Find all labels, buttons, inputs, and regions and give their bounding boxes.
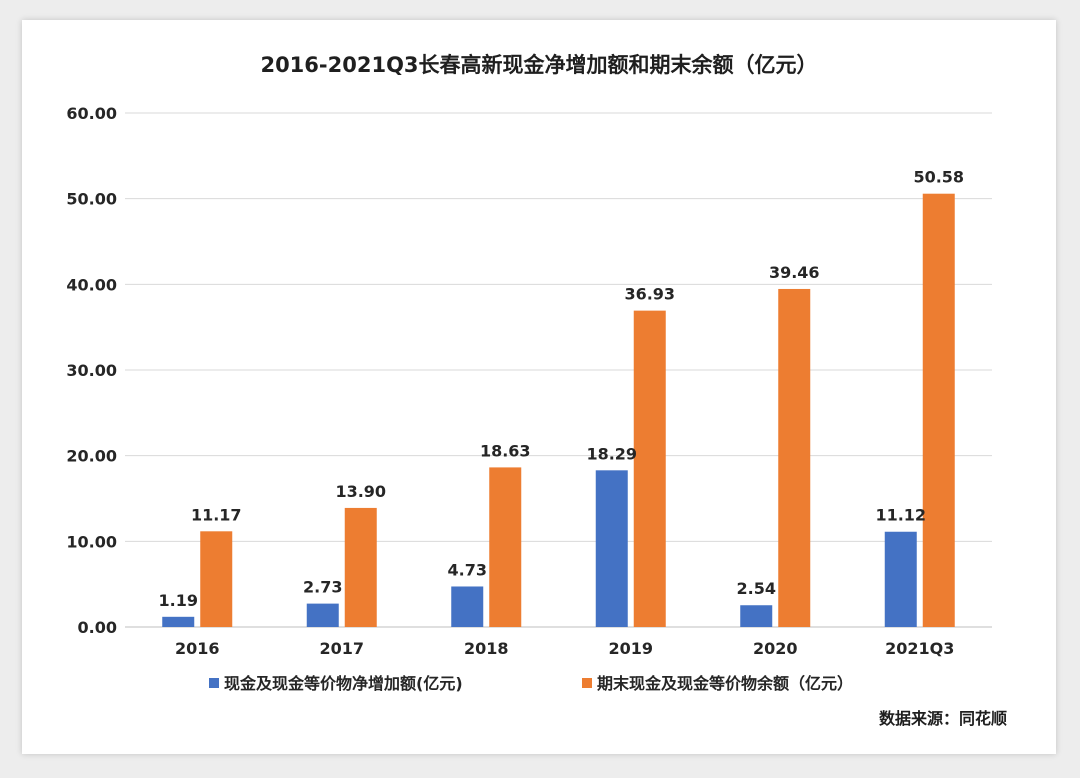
net-increase-bar: [595, 470, 628, 627]
ending-balance-label: 50.58: [913, 168, 964, 187]
net-increase-label: 1.19: [159, 591, 198, 610]
net-increase-bar: [884, 531, 917, 627]
ending-balance-bar: [344, 507, 377, 627]
ending-balance-bar: [489, 467, 522, 627]
x-tick-label: 2017: [319, 639, 364, 658]
net-increase-bar: [451, 586, 484, 627]
y-tick-label: 60.00: [66, 104, 117, 123]
x-tick-label: 2018: [464, 639, 509, 658]
net-increase-label: 18.29: [586, 444, 637, 463]
legend-swatch: [582, 678, 592, 688]
y-tick-label: 50.00: [66, 190, 117, 209]
y-tick-label: 20.00: [66, 447, 117, 466]
ending-balance-label: 13.90: [335, 482, 386, 501]
legend: 现金及现金等价物净增加额(亿元) 期末现金及现金等价物余额（亿元）: [209, 674, 853, 693]
x-axis-ticks: 2016 2017 2018 2019 2020 2021Q3: [175, 639, 954, 658]
net-increase-label: 11.12: [875, 506, 926, 525]
net-increase-label: 4.73: [448, 560, 487, 579]
ending-balance-label: 11.17: [191, 505, 242, 524]
y-tick-label: 0.00: [78, 618, 117, 637]
bars: [162, 193, 955, 627]
y-tick-label: 40.00: [66, 275, 117, 294]
legend-swatch: [209, 678, 219, 688]
net-increase-label: 2.54: [737, 579, 776, 598]
ending-balance-bar: [922, 193, 955, 627]
net-increase-bar: [162, 616, 195, 627]
x-tick-label: 2019: [608, 639, 653, 658]
ending-balance-bar: [633, 310, 666, 627]
x-tick-label: 2016: [175, 639, 220, 658]
data-labels: 1.19 11.17 2.73 13.90 4.73 18.63 18.29 36.93 2.5…: [159, 168, 965, 610]
chart-title: 2016-2021Q3长春高新现金净增加额和期末余额（亿元）: [260, 53, 817, 77]
chart-svg: 2016-2021Q3长春高新现金净增加额和期末余额（亿元） 0.00 10.00…: [66, 53, 1007, 728]
ending-balance-label: 36.93: [624, 285, 675, 304]
x-tick-label: 2021Q3: [885, 639, 954, 658]
net-increase-bar: [306, 603, 339, 627]
ending-balance-label: 18.63: [480, 441, 531, 460]
chart-card: 2016-2021Q3长春高新现金净增加额和期末余额（亿元） 0.00 10.00…: [22, 20, 1056, 754]
legend-label: 期末现金及现金等价物余额（亿元）: [597, 674, 853, 693]
legend-label: 现金及现金等价物净增加额(亿元): [224, 674, 463, 693]
source-note: 数据来源：同花顺: [879, 709, 1007, 728]
y-tick-label: 10.00: [66, 532, 117, 551]
y-axis-ticks: 0.00 10.00 20.00 30.00 40.00 50.00 60.00: [66, 104, 117, 637]
gridlines: [125, 112, 992, 628]
y-tick-label: 30.00: [66, 361, 117, 380]
net-increase-label: 2.73: [303, 578, 342, 597]
ending-balance-label: 39.46: [769, 263, 820, 282]
ending-balance-bar: [778, 288, 811, 627]
ending-balance-bar: [200, 531, 233, 627]
x-tick-label: 2020: [753, 639, 798, 658]
net-increase-bar: [740, 605, 773, 627]
